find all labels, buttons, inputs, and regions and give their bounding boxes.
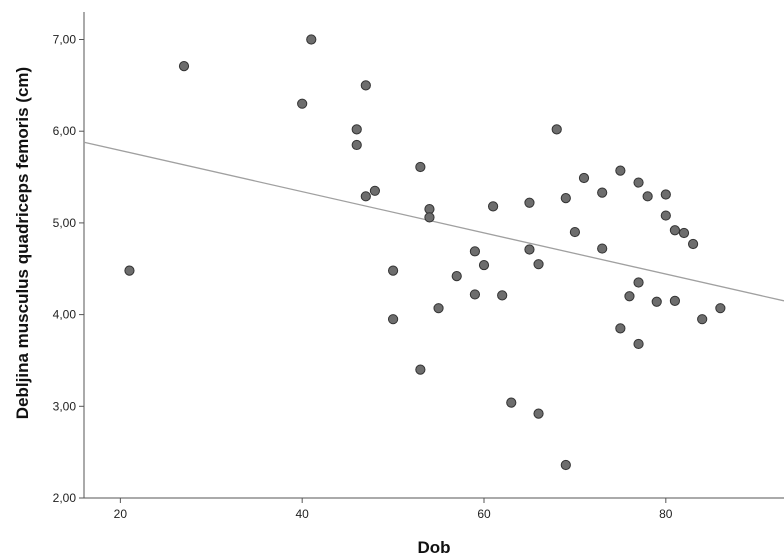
- data-point: [660, 210, 671, 221]
- data-point: [551, 124, 562, 135]
- plot-area: 2,00 3,00 4,00 5,00 6,00 7,00 20 40 60 80: [53, 12, 784, 521]
- data-point: [415, 364, 426, 375]
- data-point: [433, 303, 444, 314]
- y-axis-title: Debljina musculus quadriceps femoris (cm…: [13, 67, 32, 419]
- data-point: [424, 212, 435, 223]
- data-point: [369, 185, 381, 196]
- y-tick-label: 2,00: [53, 491, 77, 505]
- data-point: [624, 291, 635, 302]
- data-point: [533, 259, 544, 270]
- x-axis-title: Dob: [417, 538, 450, 557]
- data-point: [124, 265, 135, 276]
- data-point: [687, 238, 699, 250]
- x-tick-label: 80: [659, 507, 673, 521]
- y-tick-label: 5,00: [53, 216, 77, 230]
- data-point: [478, 259, 490, 271]
- data-point: [306, 34, 317, 45]
- data-point: [524, 244, 535, 255]
- data-point: [633, 277, 644, 288]
- x-tick-label: 40: [296, 507, 310, 521]
- data-point: [633, 338, 644, 350]
- data-point: [597, 243, 608, 254]
- data-point: [451, 270, 462, 282]
- data-point: [678, 227, 690, 239]
- data-point: [506, 397, 517, 408]
- data-point: [351, 124, 362, 135]
- data-point: [642, 191, 653, 202]
- data-point: [469, 246, 481, 257]
- data-point: [578, 172, 590, 184]
- data-point: [669, 295, 681, 306]
- data-point: [715, 303, 726, 314]
- data-point: [633, 177, 644, 188]
- data-point: [615, 323, 626, 334]
- data-point: [615, 165, 626, 176]
- data-point: [697, 314, 708, 325]
- data-point: [597, 187, 608, 198]
- data-point: [178, 61, 190, 72]
- data-point: [660, 189, 671, 200]
- data-point: [297, 98, 308, 109]
- data-point: [415, 161, 426, 173]
- data-point: [487, 201, 499, 212]
- data-point: [560, 459, 571, 471]
- y-tick-label: 6,00: [53, 124, 77, 138]
- data-point: [533, 408, 544, 419]
- data-point: [524, 197, 535, 208]
- data-point: [469, 289, 481, 300]
- data-point: [569, 226, 581, 238]
- fit-line: [83, 141, 784, 302]
- data-point: [651, 296, 662, 307]
- data-point: [351, 139, 362, 151]
- data-point: [497, 290, 508, 301]
- data-point: [560, 193, 571, 204]
- y-tick-label: 7,00: [53, 33, 77, 47]
- y-tick-label: 3,00: [53, 399, 77, 413]
- y-tick-label: 4,00: [53, 308, 77, 322]
- data-point: [360, 191, 371, 202]
- data-point: [669, 225, 681, 236]
- x-tick-label: 60: [477, 507, 491, 521]
- x-tick-label: 20: [114, 507, 128, 521]
- data-point: [387, 314, 399, 325]
- data-point: [387, 265, 399, 276]
- data-point: [360, 80, 371, 91]
